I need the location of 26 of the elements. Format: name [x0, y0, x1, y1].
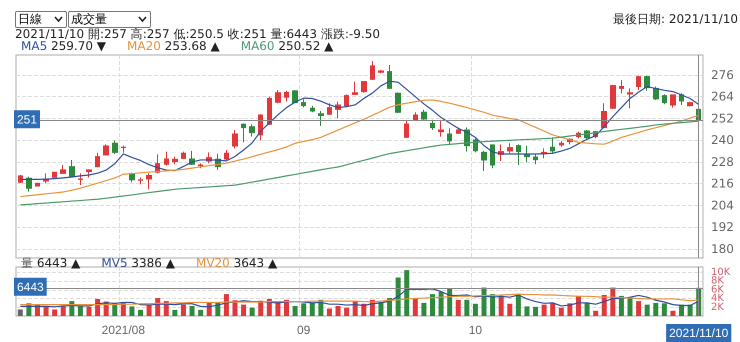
text: MV5 3386 ▲	[101, 256, 176, 270]
y-tick-label: 192	[711, 220, 734, 234]
y-tick-label: 8K	[711, 276, 724, 286]
y-tick-label: 228	[711, 154, 734, 169]
y-tick-label: 252	[711, 111, 734, 126]
y-tick-label: 204	[711, 198, 734, 212]
y-tick-label: 180	[711, 242, 734, 256]
ref-line-label: 6443	[17, 280, 44, 294]
y-tick-label: 2K	[711, 302, 724, 313]
x-tick-label: 2021/11/10	[669, 326, 729, 340]
x-tick-label: 09	[297, 323, 311, 337]
text: MA20 253.68 ▲	[127, 39, 220, 53]
text: 最後日期: 2021/11/10	[612, 11, 738, 28]
x-tick-label: 2021/08	[102, 323, 146, 337]
text: 量 6443 ▲	[21, 256, 82, 270]
ref-line-label: 251	[17, 112, 38, 126]
text: MA5 259.70 ▼	[21, 39, 107, 53]
x-tick-label: 10	[468, 323, 482, 337]
y-tick-label: 216	[711, 176, 734, 191]
text: MA60 250.52 ▲	[240, 39, 334, 53]
y-tick-label: 264	[711, 90, 734, 104]
y-tick-label: 276	[711, 68, 734, 82]
text: MV20 3643 ▲	[196, 256, 278, 270]
y-tick-label: 240	[711, 133, 734, 148]
y-tick-label: 4K	[711, 293, 724, 304]
text: 2021/11/10 開:257 高:257 低:250.5 收:251 量:6443 漲跌:-9.50	[15, 26, 380, 41]
